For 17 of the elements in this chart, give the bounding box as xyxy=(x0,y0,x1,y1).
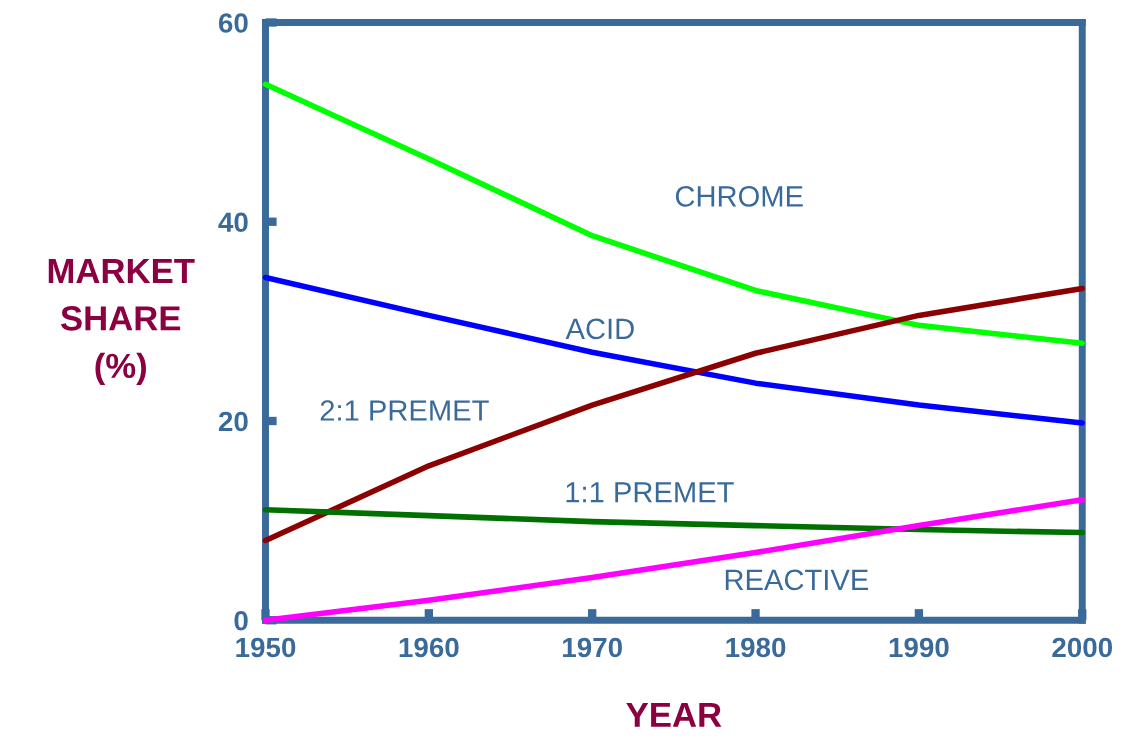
x-axis-title: YEAR xyxy=(626,702,722,727)
x-tick-label: 2000 xyxy=(1052,637,1113,658)
y-tick-label: 40 xyxy=(218,212,248,233)
x-tick-label: 1950 xyxy=(236,637,296,658)
x-tick-label: 1960 xyxy=(399,637,459,658)
series-label: REACTIVE xyxy=(725,569,869,591)
x-tick-label: 1990 xyxy=(889,637,949,658)
y-tick-label: 0 xyxy=(234,610,248,631)
x-tick-label: 1970 xyxy=(563,637,622,658)
y-tick-label: 60 xyxy=(218,13,248,33)
y-axis-title: MARKET SHARE (%) xyxy=(48,259,195,386)
y-tick-label: 20 xyxy=(218,411,248,432)
series-label: 1:1 PREMET xyxy=(566,482,734,503)
x-tick-label: 1980 xyxy=(726,637,786,658)
series-label: ACID xyxy=(565,318,634,340)
series-label: CHROME xyxy=(675,186,803,207)
series-label: 2:1 PREMET xyxy=(320,400,489,421)
